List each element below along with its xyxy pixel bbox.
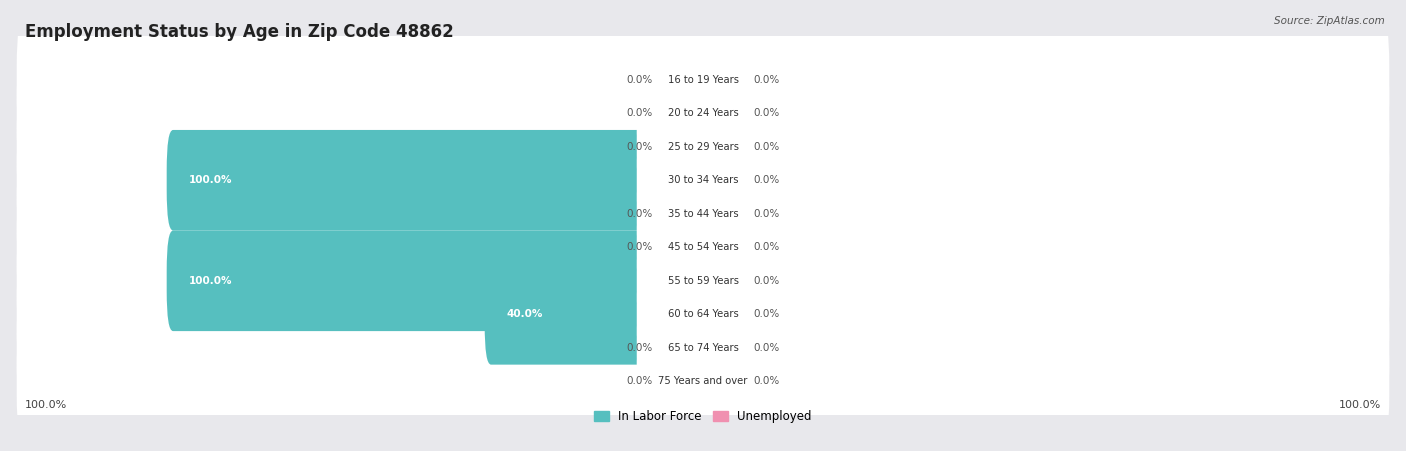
Text: 0.0%: 0.0% (627, 343, 652, 353)
FancyBboxPatch shape (696, 264, 752, 364)
Text: 0.0%: 0.0% (627, 75, 652, 85)
FancyBboxPatch shape (696, 163, 752, 264)
Text: 0.0%: 0.0% (754, 377, 779, 387)
Text: 100.0%: 100.0% (25, 400, 67, 410)
FancyBboxPatch shape (17, 50, 1389, 176)
FancyBboxPatch shape (167, 230, 710, 331)
FancyBboxPatch shape (654, 163, 710, 264)
Text: 30 to 34 Years: 30 to 34 Years (668, 175, 738, 185)
FancyBboxPatch shape (17, 83, 1389, 210)
Text: 100.0%: 100.0% (188, 175, 232, 185)
Legend: In Labor Force, Unemployed: In Labor Force, Unemployed (589, 405, 817, 428)
Text: 35 to 44 Years: 35 to 44 Years (668, 209, 738, 219)
FancyBboxPatch shape (637, 322, 769, 440)
FancyBboxPatch shape (654, 29, 710, 130)
Text: 25 to 29 Years: 25 to 29 Years (668, 142, 738, 152)
Text: 65 to 74 Years: 65 to 74 Years (668, 343, 738, 353)
Text: 0.0%: 0.0% (627, 242, 652, 252)
FancyBboxPatch shape (167, 130, 710, 230)
Text: 55 to 59 Years: 55 to 59 Years (668, 276, 738, 286)
FancyBboxPatch shape (654, 197, 710, 298)
Text: 60 to 64 Years: 60 to 64 Years (668, 309, 738, 319)
FancyBboxPatch shape (637, 222, 769, 340)
FancyBboxPatch shape (17, 117, 1389, 244)
FancyBboxPatch shape (485, 264, 710, 364)
FancyBboxPatch shape (17, 16, 1389, 143)
FancyBboxPatch shape (696, 63, 752, 163)
FancyBboxPatch shape (696, 130, 752, 230)
FancyBboxPatch shape (696, 29, 752, 130)
Text: 0.0%: 0.0% (754, 309, 779, 319)
FancyBboxPatch shape (637, 88, 769, 206)
FancyBboxPatch shape (654, 298, 710, 398)
FancyBboxPatch shape (696, 331, 752, 432)
Text: 75 Years and over: 75 Years and over (658, 377, 748, 387)
Text: 0.0%: 0.0% (754, 209, 779, 219)
Text: 100.0%: 100.0% (1339, 400, 1381, 410)
Text: 0.0%: 0.0% (754, 343, 779, 353)
Text: 0.0%: 0.0% (627, 108, 652, 118)
FancyBboxPatch shape (637, 155, 769, 272)
FancyBboxPatch shape (17, 285, 1389, 411)
FancyBboxPatch shape (17, 184, 1389, 311)
FancyBboxPatch shape (17, 150, 1389, 277)
FancyBboxPatch shape (17, 217, 1389, 344)
Text: 0.0%: 0.0% (627, 142, 652, 152)
FancyBboxPatch shape (637, 189, 769, 306)
Text: 0.0%: 0.0% (754, 242, 779, 252)
Text: 0.0%: 0.0% (754, 75, 779, 85)
Text: 45 to 54 Years: 45 to 54 Years (668, 242, 738, 252)
FancyBboxPatch shape (637, 21, 769, 138)
Text: 0.0%: 0.0% (754, 276, 779, 286)
FancyBboxPatch shape (17, 318, 1389, 445)
FancyBboxPatch shape (637, 121, 769, 239)
Text: 0.0%: 0.0% (627, 377, 652, 387)
FancyBboxPatch shape (17, 251, 1389, 377)
Text: Employment Status by Age in Zip Code 48862: Employment Status by Age in Zip Code 488… (25, 23, 453, 41)
Text: 0.0%: 0.0% (627, 209, 652, 219)
FancyBboxPatch shape (637, 256, 769, 373)
FancyBboxPatch shape (654, 97, 710, 197)
FancyBboxPatch shape (696, 298, 752, 398)
Text: 0.0%: 0.0% (754, 142, 779, 152)
FancyBboxPatch shape (654, 331, 710, 432)
FancyBboxPatch shape (696, 97, 752, 197)
Text: 20 to 24 Years: 20 to 24 Years (668, 108, 738, 118)
FancyBboxPatch shape (637, 289, 769, 407)
Text: Source: ZipAtlas.com: Source: ZipAtlas.com (1274, 16, 1385, 26)
Text: 0.0%: 0.0% (754, 175, 779, 185)
Text: 100.0%: 100.0% (188, 276, 232, 286)
FancyBboxPatch shape (654, 63, 710, 163)
Text: 40.0%: 40.0% (508, 309, 543, 319)
FancyBboxPatch shape (696, 230, 752, 331)
Text: 0.0%: 0.0% (754, 108, 779, 118)
FancyBboxPatch shape (696, 197, 752, 298)
Text: 16 to 19 Years: 16 to 19 Years (668, 75, 738, 85)
FancyBboxPatch shape (637, 55, 769, 172)
